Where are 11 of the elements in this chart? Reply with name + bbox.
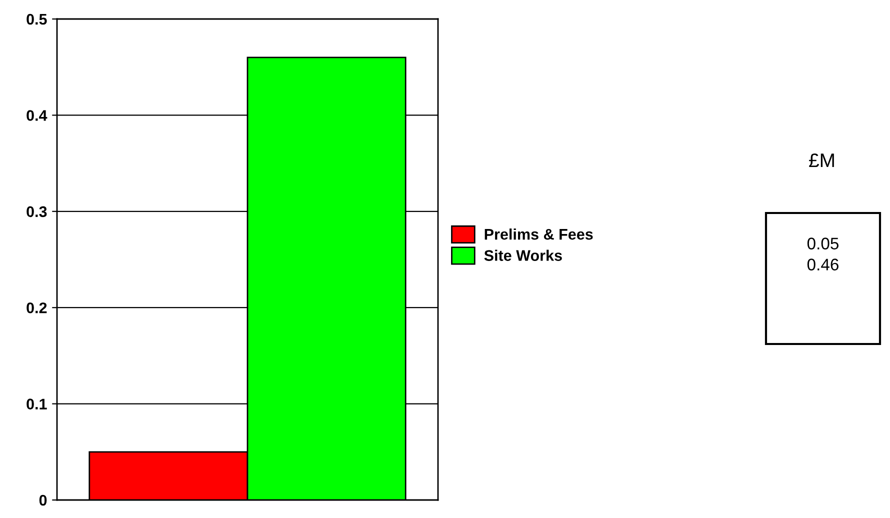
text: 0.46 <box>807 258 838 270</box>
y-tick-label: 0.4 <box>26 110 48 121</box>
y-tick-label: 0.3 <box>26 206 47 218</box>
y-tick-label: 0 <box>39 494 47 506</box>
y-tick-label: 0.1 <box>26 398 47 410</box>
legend-label: Site Works <box>484 250 562 261</box>
text: 0.05 <box>807 238 839 250</box>
y-tick-label: 0.5 <box>26 14 47 25</box>
y-tick-label: 0.2 <box>26 302 47 314</box>
legend-label: Prelims & Fees <box>484 228 593 240</box>
text: £M <box>809 153 834 168</box>
